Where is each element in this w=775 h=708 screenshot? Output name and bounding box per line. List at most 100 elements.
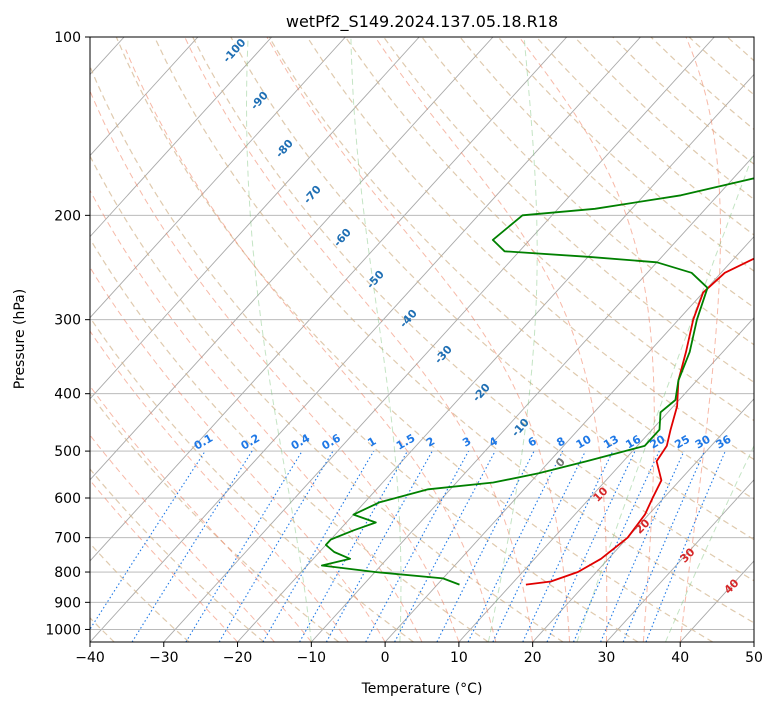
dry-adiabat-label: -20 [470, 381, 493, 405]
dry-adiabat-label: 30 [678, 545, 698, 565]
y-axis-label: Pressure (hPa) [12, 289, 28, 389]
mixing-ratio-line [467, 450, 564, 642]
moist-adiabat-line [90, 434, 275, 642]
isotherm-line [163, 37, 715, 642]
x-tick-label: −20 [223, 650, 253, 666]
mixing-ratio-lines [90, 450, 726, 642]
plot-frame [89, 36, 755, 643]
isotherm-line [90, 37, 641, 642]
mixing-ratio-label: 1 [365, 435, 378, 450]
isotherm-lines [90, 37, 754, 642]
dry-adiabat-line [459, 37, 754, 309]
dry-adiabat-label: 10 [591, 484, 611, 504]
dry-adiabat-line [192, 37, 754, 582]
isotherm-line [606, 479, 754, 642]
x-tick-label: 40 [671, 650, 689, 666]
dry-adiabat-line [688, 37, 754, 96]
x-tick-label: 20 [524, 650, 542, 666]
moist-adiabat-line [184, 37, 534, 642]
x-tick-label: 30 [598, 650, 616, 666]
mixing-ratio-label: 13 [601, 433, 621, 452]
x-tick-label: 50 [745, 650, 763, 666]
isotherm-line [384, 235, 754, 642]
dry-adiabat-label: -80 [273, 137, 296, 161]
moist-adiabat-lines [90, 37, 754, 642]
mixing-ratio-line [600, 450, 685, 642]
guide-curve-line [665, 444, 754, 642]
moist-adiabat-line [518, 37, 655, 642]
isotherm-line [90, 37, 272, 238]
guide-curve-line [245, 37, 312, 642]
moist-adiabat-line [90, 89, 460, 642]
dry-adiabat-label: -70 [301, 183, 324, 207]
guide-curve-line [753, 640, 754, 642]
dry-adiabat-line [766, 37, 775, 642]
dry-adiabat-label: -100 [220, 36, 248, 65]
dry-adiabat-line [421, 37, 754, 346]
y-tick-label: 800 [54, 565, 81, 581]
mixing-ratio-label: 8 [554, 435, 567, 450]
chart-title: wetPf2_S149.2024.137.05.18.R18 [286, 12, 558, 32]
mixing-ratio-label: 2 [424, 435, 437, 450]
isotherm-line [90, 37, 494, 481]
mixing-ratio-line [394, 450, 496, 642]
isotherm-line [458, 317, 754, 642]
dewpoint-profile-line [321, 177, 754, 586]
x-tick-label: 0 [381, 650, 390, 666]
x-tick-label: 10 [450, 650, 468, 666]
dry-adiabat-line [535, 37, 754, 236]
mixing-ratio-label: 6 [526, 434, 539, 449]
isotherm-line [753, 641, 754, 642]
mixing-ratio-label: 0.2 [239, 432, 262, 453]
mixing-ratio-label: 1.5 [394, 432, 417, 453]
moist-adiabat-line [125, 49, 497, 642]
y-tick-label: 1000 [45, 622, 81, 638]
moist-adiabat-line [679, 37, 721, 642]
mixing-ratio-label: 25 [672, 433, 692, 452]
y-tick-label: 300 [54, 313, 81, 329]
dry-adiabat-line [90, 468, 265, 642]
isotherm-line [679, 560, 754, 642]
dry-adiabat-label: -90 [248, 89, 271, 113]
dry-adiabat-line [383, 37, 754, 384]
mixing-ratio-line [299, 450, 408, 642]
isotherm-line [90, 37, 199, 157]
dry-adiabat-line [153, 37, 754, 624]
dry-adiabat-label: -50 [364, 268, 387, 292]
y-tick-label: 200 [54, 208, 81, 224]
mixing-ratio-line [365, 450, 470, 642]
y-tick-label: 900 [54, 595, 81, 611]
mixing-ratio-line [185, 450, 303, 642]
profile-series [321, 177, 754, 586]
x-axis-ticks: −40 −30 −20 −10 0 10 20 30 40 50 [75, 642, 763, 666]
mixing-ratio-line [131, 450, 253, 642]
dry-adiabat-line [574, 37, 754, 201]
x-tick-label: −30 [149, 650, 179, 666]
mixing-ratio-line [622, 450, 706, 642]
mixing-ratio-line [90, 450, 206, 631]
dry-adiabat-label: -30 [432, 343, 455, 367]
dry-adiabat-line [230, 37, 754, 541]
dry-adiabat-line [90, 393, 339, 642]
y-tick-label: 400 [54, 387, 81, 403]
moist-adiabat-line [266, 37, 571, 642]
guide-curve-line [487, 37, 538, 642]
mixing-ratio-label: 16 [623, 432, 643, 451]
pressure-grid-lines [90, 37, 754, 630]
x-axis-label: Temperature (°C) [361, 681, 483, 697]
x-tick-label: −10 [297, 650, 327, 666]
dry-adiabat-line [90, 237, 489, 642]
dry-adiabat-label: -40 [397, 307, 420, 331]
dry-adiabat-line [90, 316, 414, 642]
dry-adiabat-line [90, 65, 639, 642]
dry-adiabat-line [115, 37, 714, 642]
dry-adiabat-label: 20 [633, 516, 653, 536]
dry-adiabat-line [268, 37, 754, 500]
temperature-profile-line [525, 257, 754, 586]
moist-adiabat-line [90, 189, 423, 642]
isotherm-line [90, 37, 420, 400]
isotherm-line [90, 37, 346, 319]
dry-adiabat-line [90, 542, 190, 642]
mixing-ratio-label: 0.4 [289, 431, 313, 452]
